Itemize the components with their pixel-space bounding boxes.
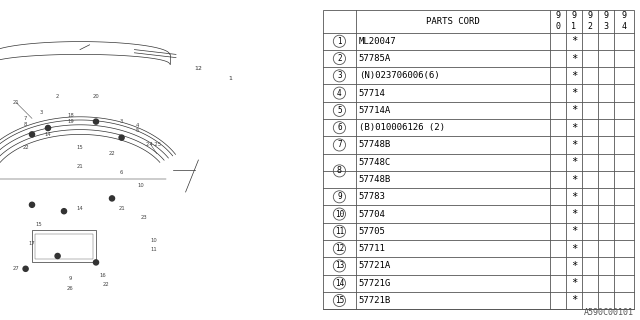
- Text: 6: 6: [120, 170, 124, 175]
- Text: 57714: 57714: [359, 89, 386, 98]
- Text: 23: 23: [141, 215, 147, 220]
- Text: 57748C: 57748C: [359, 158, 391, 167]
- Text: 57785A: 57785A: [359, 54, 391, 63]
- Text: 21: 21: [77, 164, 83, 169]
- Text: *: *: [571, 71, 577, 81]
- Circle shape: [93, 260, 99, 265]
- Text: 6: 6: [337, 123, 342, 132]
- Text: 12: 12: [195, 66, 202, 71]
- Text: 22: 22: [22, 145, 29, 150]
- Text: *: *: [571, 209, 577, 219]
- Text: 22: 22: [109, 151, 115, 156]
- Text: 12: 12: [335, 244, 344, 253]
- Text: *: *: [571, 261, 577, 271]
- Text: 15: 15: [35, 221, 42, 227]
- Text: 8: 8: [337, 166, 342, 175]
- Text: *: *: [571, 192, 577, 202]
- Text: 3: 3: [337, 71, 342, 80]
- Text: 15: 15: [335, 296, 344, 305]
- Text: 10: 10: [138, 183, 144, 188]
- Text: *: *: [571, 140, 577, 150]
- Text: 11: 11: [335, 227, 344, 236]
- Text: *: *: [571, 157, 577, 167]
- Text: *: *: [571, 36, 577, 46]
- Text: 17: 17: [29, 241, 35, 246]
- Text: 21: 21: [118, 205, 125, 211]
- Text: 1: 1: [228, 76, 232, 81]
- Text: 9: 9: [68, 276, 72, 281]
- Text: 20: 20: [93, 93, 99, 99]
- Circle shape: [119, 135, 124, 140]
- Circle shape: [93, 119, 99, 124]
- Text: A590C00101: A590C00101: [584, 308, 634, 317]
- Text: 16: 16: [99, 273, 106, 278]
- Text: 3: 3: [120, 119, 124, 124]
- Text: 9: 9: [337, 192, 342, 201]
- Text: 2: 2: [337, 54, 342, 63]
- Text: 57714A: 57714A: [359, 106, 391, 115]
- Text: 21: 21: [13, 100, 19, 105]
- Text: 14: 14: [45, 132, 51, 137]
- Text: *: *: [571, 226, 577, 236]
- Text: 57721A: 57721A: [359, 261, 391, 270]
- Circle shape: [45, 125, 51, 131]
- Text: 9
4: 9 4: [621, 12, 627, 31]
- Text: 7
8: 7 8: [24, 116, 28, 127]
- Text: 57721G: 57721G: [359, 279, 391, 288]
- Circle shape: [109, 196, 115, 201]
- Text: 27: 27: [13, 266, 19, 271]
- Text: (B)010006126 (2): (B)010006126 (2): [359, 123, 445, 132]
- Text: 1: 1: [337, 37, 342, 46]
- Circle shape: [23, 266, 28, 271]
- Text: 7: 7: [337, 140, 342, 149]
- Text: *: *: [571, 53, 577, 64]
- Text: 57783: 57783: [359, 192, 386, 201]
- Bar: [35, 234, 93, 259]
- Text: 18
19: 18 19: [67, 113, 74, 124]
- Text: 5: 5: [337, 106, 342, 115]
- Text: 3: 3: [40, 109, 44, 115]
- Bar: [32, 230, 96, 262]
- Text: 4: 4: [337, 89, 342, 98]
- Text: 11: 11: [150, 247, 157, 252]
- Text: 14: 14: [335, 279, 344, 288]
- Circle shape: [29, 132, 35, 137]
- Circle shape: [29, 202, 35, 207]
- Text: 15: 15: [77, 145, 83, 150]
- Text: 13: 13: [335, 261, 344, 270]
- Circle shape: [61, 209, 67, 214]
- Text: *: *: [571, 174, 577, 185]
- Text: (N)023706006(6): (N)023706006(6): [359, 71, 440, 80]
- Text: 2: 2: [56, 93, 60, 99]
- Text: 14: 14: [77, 205, 83, 211]
- Text: 57748B: 57748B: [359, 140, 391, 149]
- Text: PARTS CORD: PARTS CORD: [426, 17, 479, 26]
- Text: 22: 22: [102, 282, 109, 287]
- Text: *: *: [571, 105, 577, 116]
- Text: *: *: [571, 244, 577, 254]
- Text: 26: 26: [67, 285, 74, 291]
- Text: *: *: [571, 123, 577, 133]
- Text: ML20047: ML20047: [359, 37, 396, 46]
- Text: 24 25: 24 25: [146, 141, 161, 147]
- Text: *: *: [571, 295, 577, 306]
- Text: 10: 10: [150, 237, 157, 243]
- Text: 4
5: 4 5: [136, 123, 140, 133]
- Text: 57721B: 57721B: [359, 296, 391, 305]
- Text: 10: 10: [335, 210, 344, 219]
- Text: 57705: 57705: [359, 227, 386, 236]
- Text: 9
1: 9 1: [572, 12, 576, 31]
- Text: *: *: [571, 278, 577, 288]
- Text: 57748B: 57748B: [359, 175, 391, 184]
- Text: 57711: 57711: [359, 244, 386, 253]
- Text: 9
3: 9 3: [604, 12, 609, 31]
- Text: 57704: 57704: [359, 210, 386, 219]
- Text: 9
2: 9 2: [588, 12, 593, 31]
- Text: *: *: [571, 88, 577, 98]
- Circle shape: [55, 253, 60, 259]
- Text: 9
0: 9 0: [555, 12, 560, 31]
